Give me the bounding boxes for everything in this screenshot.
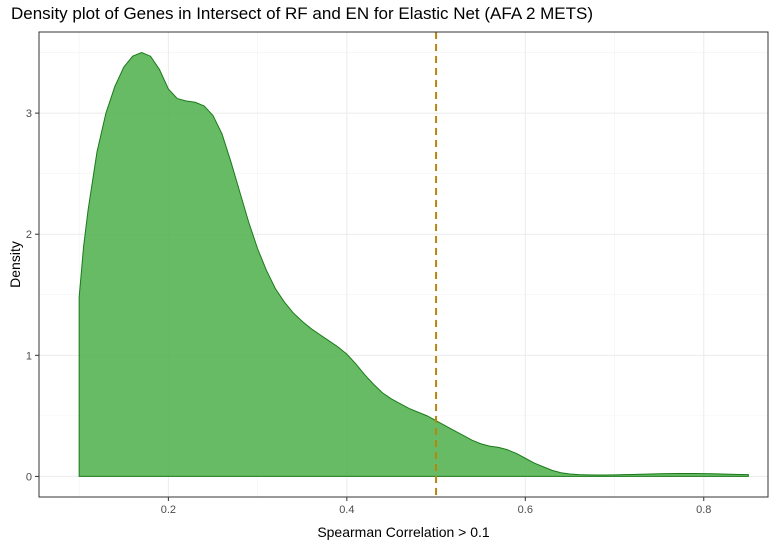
x-axis-title: Spearman Correlation > 0.1 (317, 524, 490, 540)
x-tick-label: 0.6 (518, 504, 533, 516)
x-tick-label: 0.8 (696, 504, 711, 516)
x-tick-label: 0.4 (339, 504, 354, 516)
y-axis-title: Density (7, 241, 23, 288)
plot-border (38, 31, 769, 498)
y-tick-label: 2 (26, 229, 32, 241)
density-area (78, 52, 749, 477)
y-tick-label: 0 (26, 471, 32, 483)
chart-title: Density plot of Genes in Intersect of RF… (11, 4, 594, 23)
y-tick-label: 3 (26, 108, 32, 120)
y-tick-label: 1 (26, 350, 32, 362)
x-tick-label: 0.2 (161, 504, 176, 516)
